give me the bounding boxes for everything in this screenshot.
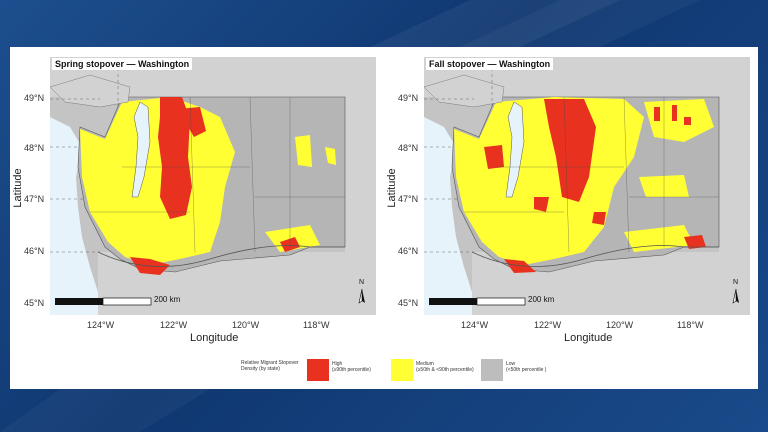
lon-tick: 120°W (232, 320, 260, 330)
lat-tick: 48°N (398, 143, 419, 153)
lon-tick: 120°W (606, 320, 634, 330)
figure-card: Spring stopover — Washington 200 km N 49… (10, 47, 758, 389)
map-title: Fall stopover — Washington (426, 58, 554, 70)
legend-title: Relative Migrant Stopover Density (by st… (241, 360, 299, 372)
lon-tick: 124°W (461, 320, 489, 330)
legend-label-low: Low (<50th percentile ) (506, 361, 576, 373)
legend-medium-sub: (≥50th & <90th percentile) (416, 367, 474, 373)
north-label: N (733, 279, 739, 286)
lat-tick: 49°N (398, 93, 419, 103)
map-title: Spring stopover — Washington (52, 58, 193, 70)
fall-map (423, 57, 750, 315)
lat-tick: 47°N (24, 194, 45, 204)
scale-label: 200 km (528, 295, 555, 304)
fall-map-panel: Fall stopover — Washington 200 km N 49°N… (384, 47, 758, 357)
legend-swatch-low (481, 359, 503, 381)
legend-swatch-medium (391, 359, 413, 381)
legend-low-sub: (<50th percentile ) (506, 367, 547, 373)
legend-label-medium: Medium (≥50th & <90th percentile) (416, 361, 486, 373)
legend-label-high: High (≥90th percentile) (332, 361, 402, 373)
lon-tick: 118°W (303, 320, 330, 330)
lat-tick: 48°N (24, 143, 45, 153)
legend-high-label: High (332, 361, 343, 367)
legend: Relative Migrant Stopover Density (by st… (241, 359, 561, 389)
lon-tick: 118°W (677, 320, 704, 330)
y-axis-label: Latitude (386, 168, 398, 208)
y-axis-label: Latitude (12, 168, 24, 208)
legend-high-sub: (≥90th percentile) (332, 367, 371, 373)
lat-tick: 46°N (398, 246, 419, 256)
lat-tick: 46°N (24, 246, 45, 256)
scale-label: 200 km (154, 295, 181, 304)
north-label: N (359, 279, 365, 286)
lat-tick: 45°N (398, 298, 419, 308)
legend-medium-label: Medium (416, 361, 434, 367)
x-axis-label: Longitude (190, 332, 239, 344)
lon-tick: 122°W (160, 320, 188, 330)
lat-tick: 49°N (24, 93, 45, 103)
x-axis-label: Longitude (564, 332, 613, 344)
lon-tick: 124°W (87, 320, 115, 330)
lon-tick: 122°W (534, 320, 562, 330)
lat-tick: 45°N (24, 298, 45, 308)
spring-map-panel: Spring stopover — Washington 200 km N 49… (10, 47, 382, 357)
legend-low-label: Low (506, 361, 516, 367)
lat-tick: 47°N (398, 194, 419, 204)
spring-map (49, 57, 376, 315)
legend-swatch-high (307, 359, 329, 381)
